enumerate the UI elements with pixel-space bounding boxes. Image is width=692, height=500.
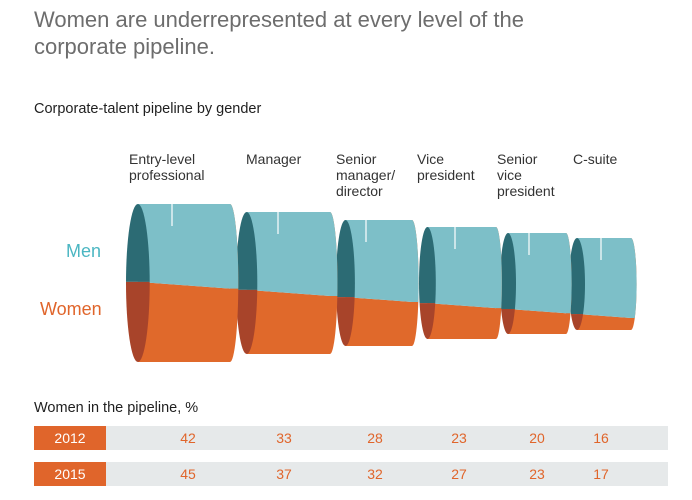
table-row: 2012 42 33 28 23 20 16: [34, 426, 668, 450]
percent-value: 28: [367, 430, 383, 446]
women-segment: [577, 314, 631, 330]
percent-value: 42: [180, 430, 196, 446]
men-segment: [577, 238, 631, 318]
stage-label-line: Senior: [497, 151, 538, 167]
table-row: 2015 45 37 32 27 23 17: [34, 462, 668, 486]
pipeline-cylinder: [500, 233, 572, 334]
men-segment: [345, 220, 412, 302]
stage-label-line: professional: [129, 167, 205, 183]
pipeline-cylinder: [126, 204, 239, 362]
opening-women: [236, 289, 258, 354]
opening-men: [419, 227, 436, 304]
chart-subtitle: Corporate-talent pipeline by gender: [34, 101, 262, 117]
percent-value: 45: [180, 466, 196, 482]
cylinder-opening: [419, 227, 436, 339]
opening-women: [126, 281, 150, 362]
legend-men: Men: [66, 241, 101, 261]
legend-women: Women: [40, 299, 102, 319]
stage-label-line: president: [497, 183, 555, 199]
women-segment: [508, 308, 566, 334]
percent-value: 17: [593, 466, 609, 482]
stage-label-line: C-suite: [573, 151, 618, 167]
cylinder-opening: [126, 204, 150, 362]
stage-label: Manager: [246, 151, 302, 167]
percent-value: 16: [593, 430, 609, 446]
percent-value: 23: [529, 466, 545, 482]
stage-label-line: director: [336, 183, 383, 199]
pipeline-cylinder: [336, 220, 419, 346]
men-segment: [508, 233, 566, 314]
cylinder-cap-men: [631, 238, 637, 318]
stage-label-line: Manager: [246, 151, 302, 167]
cylinder-cap-men: [566, 233, 572, 314]
opening-men: [500, 233, 516, 309]
stage-label: Senior vice president: [497, 151, 555, 199]
pipeline-chart: Men Women Entry-level professional Manager…: [40, 151, 637, 362]
opening-women: [336, 297, 355, 346]
percent-value: 27: [451, 466, 467, 482]
cylinder-opening: [236, 212, 258, 354]
stage-label-line: Entry-level: [129, 151, 195, 167]
stage-label: Entry-level professional: [129, 151, 205, 183]
cylinder-cap-men: [412, 220, 419, 302]
women-segment: [137, 281, 230, 362]
pipeline-cylinder: [569, 238, 637, 330]
stage-label-line: manager/: [336, 167, 395, 183]
table-title: Women in the pipeline, %: [34, 400, 199, 416]
stage-label: C-suite: [573, 151, 618, 167]
stage-label-line: vice: [497, 167, 522, 183]
cylinder-cap-men: [230, 204, 239, 289]
opening-men: [126, 204, 150, 282]
women-segment: [345, 297, 412, 346]
stage-label: Senior manager/director: [336, 151, 395, 199]
stage-label-line: president: [417, 167, 475, 183]
year-label: 2015: [34, 462, 106, 486]
percent-value: 33: [276, 430, 292, 446]
cylinder-cap-men: [496, 227, 502, 309]
chart-title: Women are underrepresented at every leve…: [34, 7, 524, 59]
percent-value: 37: [276, 466, 292, 482]
women-segment: [246, 289, 330, 354]
stage-label-line: Vice: [417, 151, 444, 167]
year-label: 2012: [34, 426, 106, 450]
percent-value: 32: [367, 466, 383, 482]
men-segment: [137, 204, 230, 289]
cylinder-opening: [336, 220, 355, 346]
opening-men: [336, 220, 355, 298]
stage-label: Vice president: [417, 151, 475, 183]
men-segment: [246, 212, 330, 296]
cylinder-cap-men: [330, 212, 338, 296]
pipeline-cylinder: [236, 212, 338, 354]
opening-men: [569, 238, 585, 315]
opening-women: [419, 303, 436, 339]
women-segment: [427, 303, 496, 339]
percent-value: 20: [529, 430, 545, 446]
opening-men: [236, 212, 258, 290]
pipeline-cylinder: [419, 227, 502, 339]
stage-label-line: Senior: [336, 151, 377, 167]
men-segment: [427, 227, 496, 309]
percent-value: 23: [451, 430, 467, 446]
